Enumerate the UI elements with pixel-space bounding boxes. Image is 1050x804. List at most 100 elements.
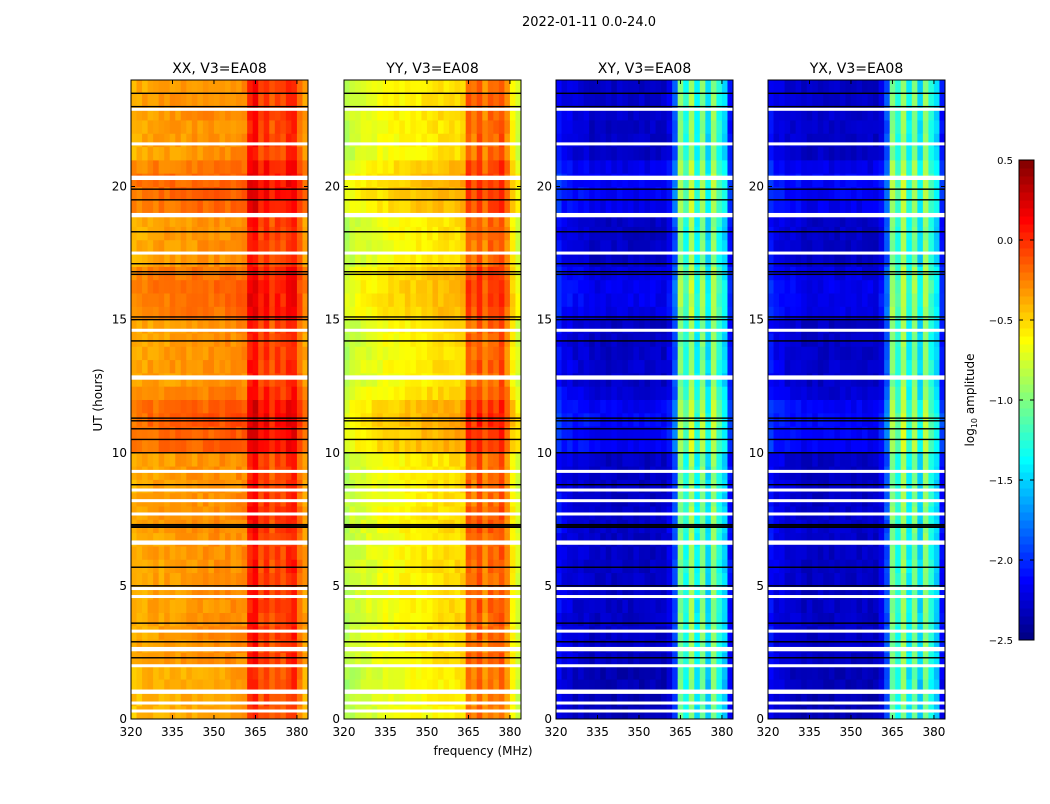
heatmap-cell bbox=[779, 400, 785, 414]
heatmap-cell bbox=[186, 439, 192, 453]
heatmap-cell bbox=[617, 546, 623, 560]
heatmap-cell bbox=[477, 559, 483, 573]
heatmap-cell bbox=[203, 226, 209, 240]
heatmap-cell bbox=[344, 599, 350, 613]
heatmap-cell bbox=[449, 333, 455, 347]
heatmap-cell bbox=[372, 546, 378, 560]
heatmap-cell bbox=[192, 386, 198, 400]
heatmap-cell bbox=[197, 160, 203, 174]
heatmap-cell bbox=[471, 373, 477, 387]
heatmap-cell bbox=[427, 439, 433, 453]
heatmap-cell bbox=[606, 360, 612, 374]
heatmap-cell bbox=[595, 93, 601, 107]
heatmap-cell bbox=[253, 652, 259, 666]
heatmap-cell bbox=[606, 453, 612, 467]
heatmap-cell bbox=[779, 559, 785, 573]
heatmap-cell bbox=[350, 413, 356, 427]
heatmap-cell bbox=[562, 293, 568, 307]
heatmap-cell bbox=[661, 80, 667, 94]
heatmap-cell bbox=[556, 226, 562, 240]
heatmap-cell bbox=[416, 613, 422, 627]
heatmap-cell bbox=[645, 306, 651, 320]
heatmap-cell bbox=[589, 120, 595, 134]
heatmap-cell bbox=[214, 599, 220, 613]
heatmap-cell bbox=[438, 226, 444, 240]
heatmap-cell bbox=[460, 346, 466, 360]
heatmap-cell bbox=[617, 413, 623, 427]
heatmap-cell bbox=[504, 346, 510, 360]
heatmap-cell bbox=[231, 706, 237, 720]
heatmap-cell bbox=[689, 93, 695, 107]
heatmap-cell bbox=[650, 200, 656, 214]
heatmap-cell bbox=[361, 386, 367, 400]
heatmap-cell bbox=[433, 439, 439, 453]
heatmap-cell bbox=[203, 559, 209, 573]
heatmap-cell bbox=[416, 360, 422, 374]
heatmap-cell bbox=[291, 373, 297, 387]
heatmap-cell bbox=[433, 373, 439, 387]
heatmap-cell bbox=[286, 360, 292, 374]
heatmap-cell bbox=[482, 293, 488, 307]
heatmap-cell bbox=[482, 413, 488, 427]
heatmap-cell bbox=[477, 439, 483, 453]
heatmap-cell bbox=[449, 280, 455, 294]
heatmap-cell bbox=[633, 573, 639, 587]
heatmap-cell bbox=[291, 226, 297, 240]
heatmap-cell bbox=[774, 613, 780, 627]
heatmap-cell bbox=[421, 652, 427, 666]
heatmap-cell bbox=[153, 546, 159, 560]
heatmap-cell bbox=[678, 546, 684, 560]
heatmap-cell bbox=[297, 599, 303, 613]
heatmap-cell bbox=[645, 266, 651, 280]
heatmap-cell bbox=[192, 573, 198, 587]
heatmap-cell bbox=[214, 280, 220, 294]
heatmap-cell bbox=[399, 652, 405, 666]
heatmap-cell bbox=[366, 652, 372, 666]
heatmap-cell bbox=[225, 559, 231, 573]
heatmap-cell bbox=[694, 346, 700, 360]
heatmap-cell bbox=[589, 400, 595, 414]
flagged-row-black bbox=[131, 340, 308, 341]
heatmap-cell bbox=[159, 173, 165, 187]
heatmap-cell bbox=[153, 147, 159, 161]
heatmap-cell bbox=[678, 226, 684, 240]
heatmap-cell bbox=[444, 360, 450, 374]
heatmap-cell bbox=[774, 573, 780, 587]
heatmap-cell bbox=[258, 80, 264, 94]
heatmap-cell bbox=[611, 706, 617, 720]
heatmap-cell bbox=[258, 360, 264, 374]
heatmap-cell bbox=[433, 599, 439, 613]
heatmap-cell bbox=[589, 626, 595, 640]
heatmap-cell bbox=[186, 226, 192, 240]
heatmap-cell bbox=[225, 599, 231, 613]
heatmap-cell bbox=[556, 599, 562, 613]
heatmap-cell bbox=[567, 373, 573, 387]
heatmap-cell bbox=[164, 173, 170, 187]
heatmap-cell bbox=[280, 439, 286, 453]
heatmap-cell bbox=[606, 253, 612, 267]
heatmap-cell bbox=[617, 80, 623, 94]
heatmap-cell bbox=[482, 200, 488, 214]
heatmap-cell bbox=[361, 439, 367, 453]
heatmap-cell bbox=[366, 439, 372, 453]
heatmap-cell bbox=[600, 706, 606, 720]
heatmap-cell bbox=[366, 280, 372, 294]
heatmap-cell bbox=[275, 666, 281, 680]
heatmap-cell bbox=[142, 546, 148, 560]
heatmap-cell bbox=[192, 280, 198, 294]
heatmap-cell bbox=[297, 613, 303, 627]
heatmap-cell bbox=[410, 706, 416, 720]
heatmap-cell bbox=[768, 147, 774, 161]
heatmap-cell bbox=[438, 266, 444, 280]
heatmap-cell bbox=[208, 360, 214, 374]
heatmap-cell bbox=[192, 160, 198, 174]
heatmap-cell bbox=[405, 413, 411, 427]
heatmap-cell bbox=[361, 280, 367, 294]
heatmap-cell bbox=[656, 386, 662, 400]
heatmap-cell bbox=[499, 626, 505, 640]
heatmap-cell bbox=[366, 120, 372, 134]
heatmap-cell bbox=[394, 453, 400, 467]
heatmap-cell bbox=[444, 293, 450, 307]
heatmap-cell bbox=[622, 266, 628, 280]
heatmap-cell bbox=[589, 173, 595, 187]
